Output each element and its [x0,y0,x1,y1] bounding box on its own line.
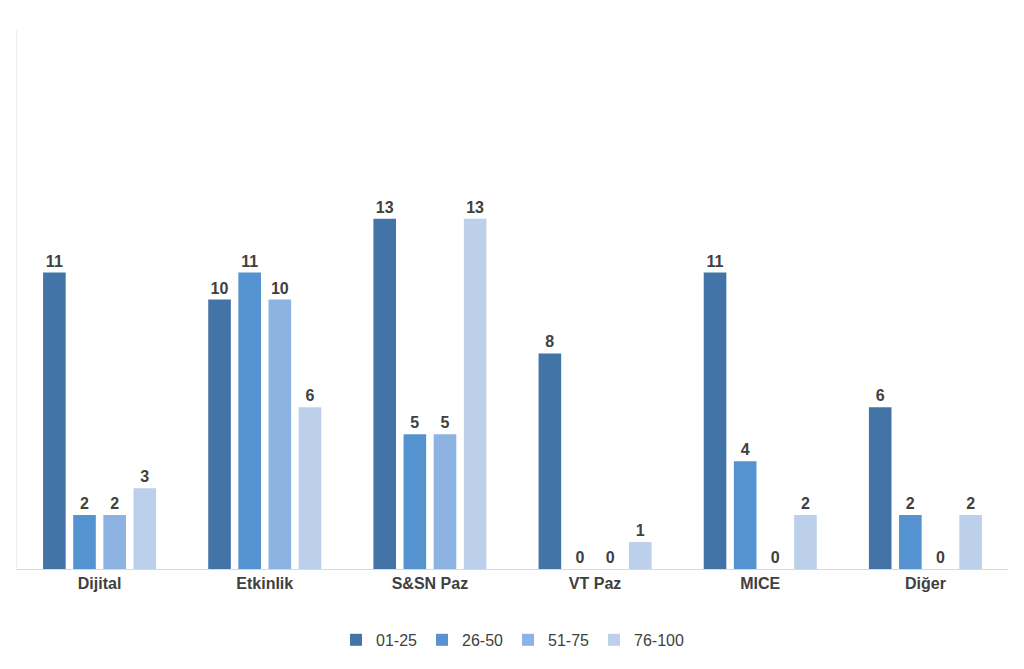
svg-text:Diğer: Diğer [905,575,946,592]
svg-text:13: 13 [376,199,394,216]
svg-text:11: 11 [241,253,258,270]
svg-text:VT Paz: VT Paz [569,575,621,592]
svg-text:51-75: 51-75 [548,632,589,649]
svg-text:2: 2 [966,495,975,512]
svg-text:0: 0 [606,549,615,566]
svg-text:76-100: 76-100 [634,632,684,649]
svg-text:4: 4 [741,441,750,458]
svg-text:6: 6 [305,387,314,404]
svg-text:0: 0 [936,549,945,566]
svg-text:MICE: MICE [740,575,780,592]
svg-text:2: 2 [110,495,119,512]
svg-text:0: 0 [771,549,780,566]
svg-text:3: 3 [140,468,149,485]
svg-text:Etkinlik: Etkinlik [236,575,293,592]
svg-text:11: 11 [707,253,724,270]
svg-text:5: 5 [410,414,419,431]
svg-text:S&SN Paz: S&SN Paz [392,575,468,592]
svg-text:1: 1 [636,522,645,539]
svg-text:0: 0 [576,549,585,566]
svg-text:2: 2 [801,495,810,512]
svg-text:6: 6 [876,387,885,404]
svg-text:13: 13 [466,199,484,216]
svg-text:2: 2 [906,495,915,512]
svg-text:10: 10 [211,280,229,297]
svg-text:10: 10 [271,280,289,297]
svg-text:01-25: 01-25 [376,632,417,649]
svg-text:Dijital: Dijital [78,575,122,592]
svg-text:26-50: 26-50 [462,632,503,649]
svg-text:2: 2 [80,495,89,512]
svg-text:5: 5 [440,414,449,431]
svg-text:8: 8 [545,333,554,350]
svg-text:11: 11 [46,253,63,270]
